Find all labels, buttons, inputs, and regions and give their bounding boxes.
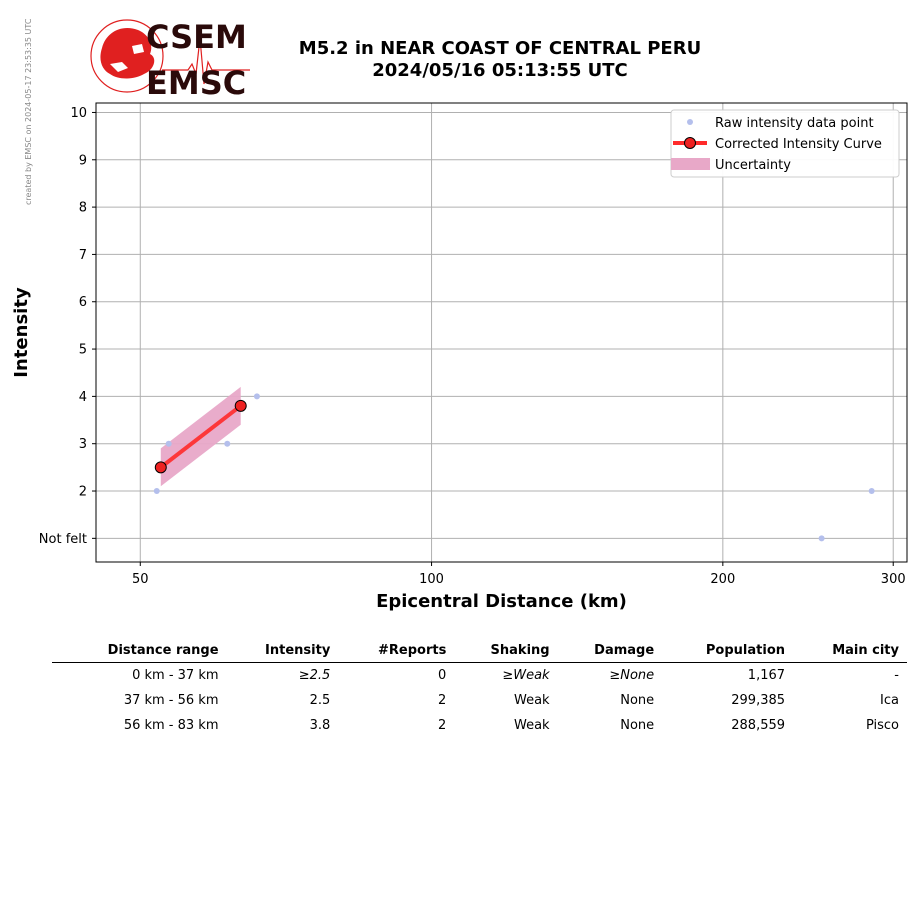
credit-label: created by EMSC on 2024-05-17 23:53:35 U… bbox=[24, 18, 33, 205]
chart-title: M5.2 in NEAR COAST OF CENTRAL PERU 2024/… bbox=[270, 38, 730, 82]
table-row: 37 km - 56 km 2.5 2 Weak None 299,385 Ic… bbox=[52, 688, 907, 713]
raw-data-point bbox=[153, 488, 160, 495]
title-line-2: 2024/05/16 05:13:55 UTC bbox=[372, 60, 628, 81]
x-tick-label: 300 bbox=[881, 572, 906, 587]
cell: 299,385 bbox=[731, 692, 786, 708]
cell: 56 km - 83 km bbox=[123, 717, 219, 733]
csem-emsc-logo: CSEM EMSC bbox=[88, 18, 254, 102]
logo-text-top: CSEM bbox=[146, 18, 247, 56]
raw-data-point bbox=[253, 393, 260, 400]
x-axis-label: Epicentral Distance (km) bbox=[376, 591, 627, 612]
y-tick-label: 7 bbox=[79, 248, 87, 263]
cell: 0 km - 37 km bbox=[132, 667, 219, 683]
y-tick-label: 2 bbox=[79, 485, 87, 500]
cell: ≥2.5 bbox=[298, 667, 331, 683]
x-tick-label: 200 bbox=[710, 572, 735, 587]
raw-data-point bbox=[868, 488, 875, 495]
table-row: 0 km - 37 km ≥2.5 0 ≥Weak ≥None 1,167 - bbox=[52, 663, 907, 689]
legend-label: Raw intensity data point bbox=[715, 116, 874, 131]
raw-data-point bbox=[224, 440, 231, 447]
legend-curve-marker bbox=[684, 137, 696, 149]
legend-box bbox=[670, 109, 900, 178]
logo-text-bottom: EMSC bbox=[146, 64, 246, 98]
cell: Weak bbox=[514, 692, 550, 708]
col-header: Damage bbox=[557, 640, 663, 663]
col-header: Shaking bbox=[454, 640, 558, 663]
cell: 1,167 bbox=[747, 667, 786, 683]
y-tick-label: 3 bbox=[79, 437, 87, 452]
col-header: Population bbox=[662, 640, 794, 663]
y-axis-label: Intensity bbox=[11, 287, 32, 378]
y-tick-label: 6 bbox=[79, 295, 87, 310]
y-tick-label: 8 bbox=[79, 201, 87, 216]
x-tick-label: 100 bbox=[419, 572, 444, 587]
credit-text: created by EMSC on 2024-05-17 23:53:35 U… bbox=[22, 10, 34, 210]
cell: Weak bbox=[514, 717, 550, 733]
cell: Pisco bbox=[865, 717, 899, 733]
corrected-curve-marker bbox=[234, 399, 247, 412]
x-tick-label: 50 bbox=[132, 572, 149, 587]
raw-data-point bbox=[165, 440, 172, 447]
corrected-curve-marker bbox=[154, 461, 167, 474]
cell: 3.8 bbox=[309, 717, 331, 733]
intensity-chart: Not felt 2 3 4 5 6 7 8 9 10 50 100 200 300 Epicentral … bbox=[11, 102, 908, 612]
cell: 2.5 bbox=[309, 692, 331, 708]
title-line-1: M5.2 in NEAR COAST OF CENTRAL PERU bbox=[298, 38, 702, 59]
y-tick-label: 10 bbox=[70, 106, 87, 121]
corrected-curve-line bbox=[159, 404, 242, 469]
cell: 2 bbox=[438, 717, 447, 733]
cell: Ica bbox=[880, 692, 899, 708]
cell: 2 bbox=[438, 692, 447, 708]
plot-frame bbox=[95, 102, 908, 563]
summary-table: Distance range Intensity #Reports Shakin… bbox=[52, 640, 907, 738]
cell: - bbox=[894, 667, 899, 683]
y-tick-label: 5 bbox=[79, 343, 87, 358]
cell: 37 km - 56 km bbox=[123, 692, 219, 708]
table-row: 56 km - 83 km 3.8 2 Weak None 288,559 Pi… bbox=[52, 713, 907, 738]
legend-uncertainty-swatch bbox=[671, 158, 710, 170]
cell: None bbox=[620, 692, 655, 708]
col-header: Intensity bbox=[226, 640, 339, 663]
col-header: Distance range bbox=[52, 640, 227, 663]
legend-label: Corrected Intensity Curve bbox=[715, 137, 882, 152]
cell: ≥None bbox=[609, 667, 655, 683]
cell: None bbox=[620, 717, 655, 733]
col-header: #Reports bbox=[338, 640, 455, 663]
table-header-row: Distance range Intensity #Reports Shakin… bbox=[52, 640, 907, 663]
raw-data-point bbox=[818, 535, 825, 542]
legend-raw-marker bbox=[687, 119, 693, 125]
cell: 0 bbox=[438, 667, 447, 683]
y-tick-label: Not felt bbox=[39, 532, 87, 547]
y-tick-label: 9 bbox=[79, 153, 87, 168]
col-header: Main city bbox=[793, 640, 907, 663]
cell: ≥Weak bbox=[502, 667, 550, 683]
legend-label: Uncertainty bbox=[715, 158, 791, 173]
cell: 288,559 bbox=[731, 717, 786, 733]
y-tick-label: 4 bbox=[79, 390, 87, 405]
